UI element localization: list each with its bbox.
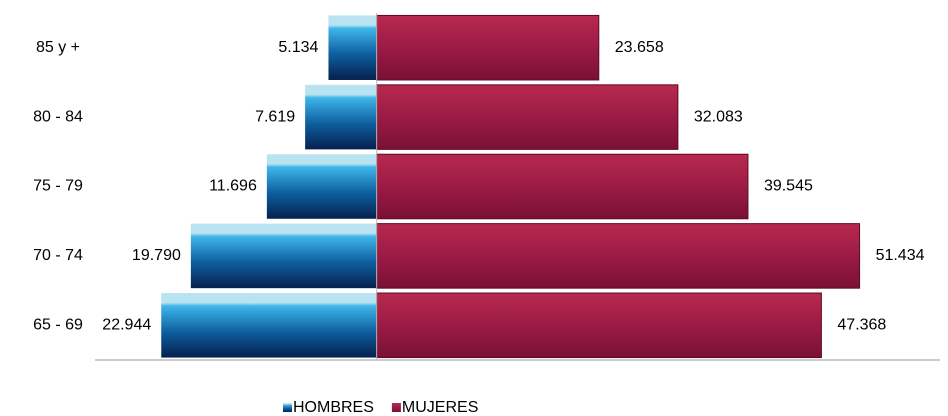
data-label: 23.658 xyxy=(615,39,664,56)
data-label: 51.434 xyxy=(876,247,925,264)
bar xyxy=(266,154,377,219)
bar xyxy=(376,153,749,220)
y-tick-label: 70 - 74 xyxy=(33,247,83,264)
bar xyxy=(305,84,377,150)
data-label: 11.696 xyxy=(209,178,257,195)
legend-swatch xyxy=(283,403,292,412)
data-label: 47.368 xyxy=(837,317,886,334)
y-tick-label: 80 - 84 xyxy=(33,108,83,125)
data-label: 19.790 xyxy=(132,247,181,264)
y-tick-label: 65 - 69 xyxy=(33,317,83,334)
legend-label: MUJERES xyxy=(402,399,478,416)
legend-swatch xyxy=(391,403,401,412)
data-label: 32.083 xyxy=(694,108,743,125)
legend-label: HOMBRES xyxy=(293,399,374,416)
bar xyxy=(376,84,679,150)
bar xyxy=(376,223,861,289)
data-label: 7.619 xyxy=(255,108,295,125)
bar xyxy=(376,292,822,359)
data-label: 22.944 xyxy=(102,317,151,334)
bar xyxy=(190,223,377,289)
data-label: 5.134 xyxy=(278,39,318,56)
y-tick-label: 75 - 79 xyxy=(33,178,83,195)
bar xyxy=(161,293,377,358)
y-tick-label: 85 y + xyxy=(36,39,80,56)
bar xyxy=(376,14,600,81)
bar xyxy=(328,15,377,80)
data-label: 39.545 xyxy=(764,178,813,195)
